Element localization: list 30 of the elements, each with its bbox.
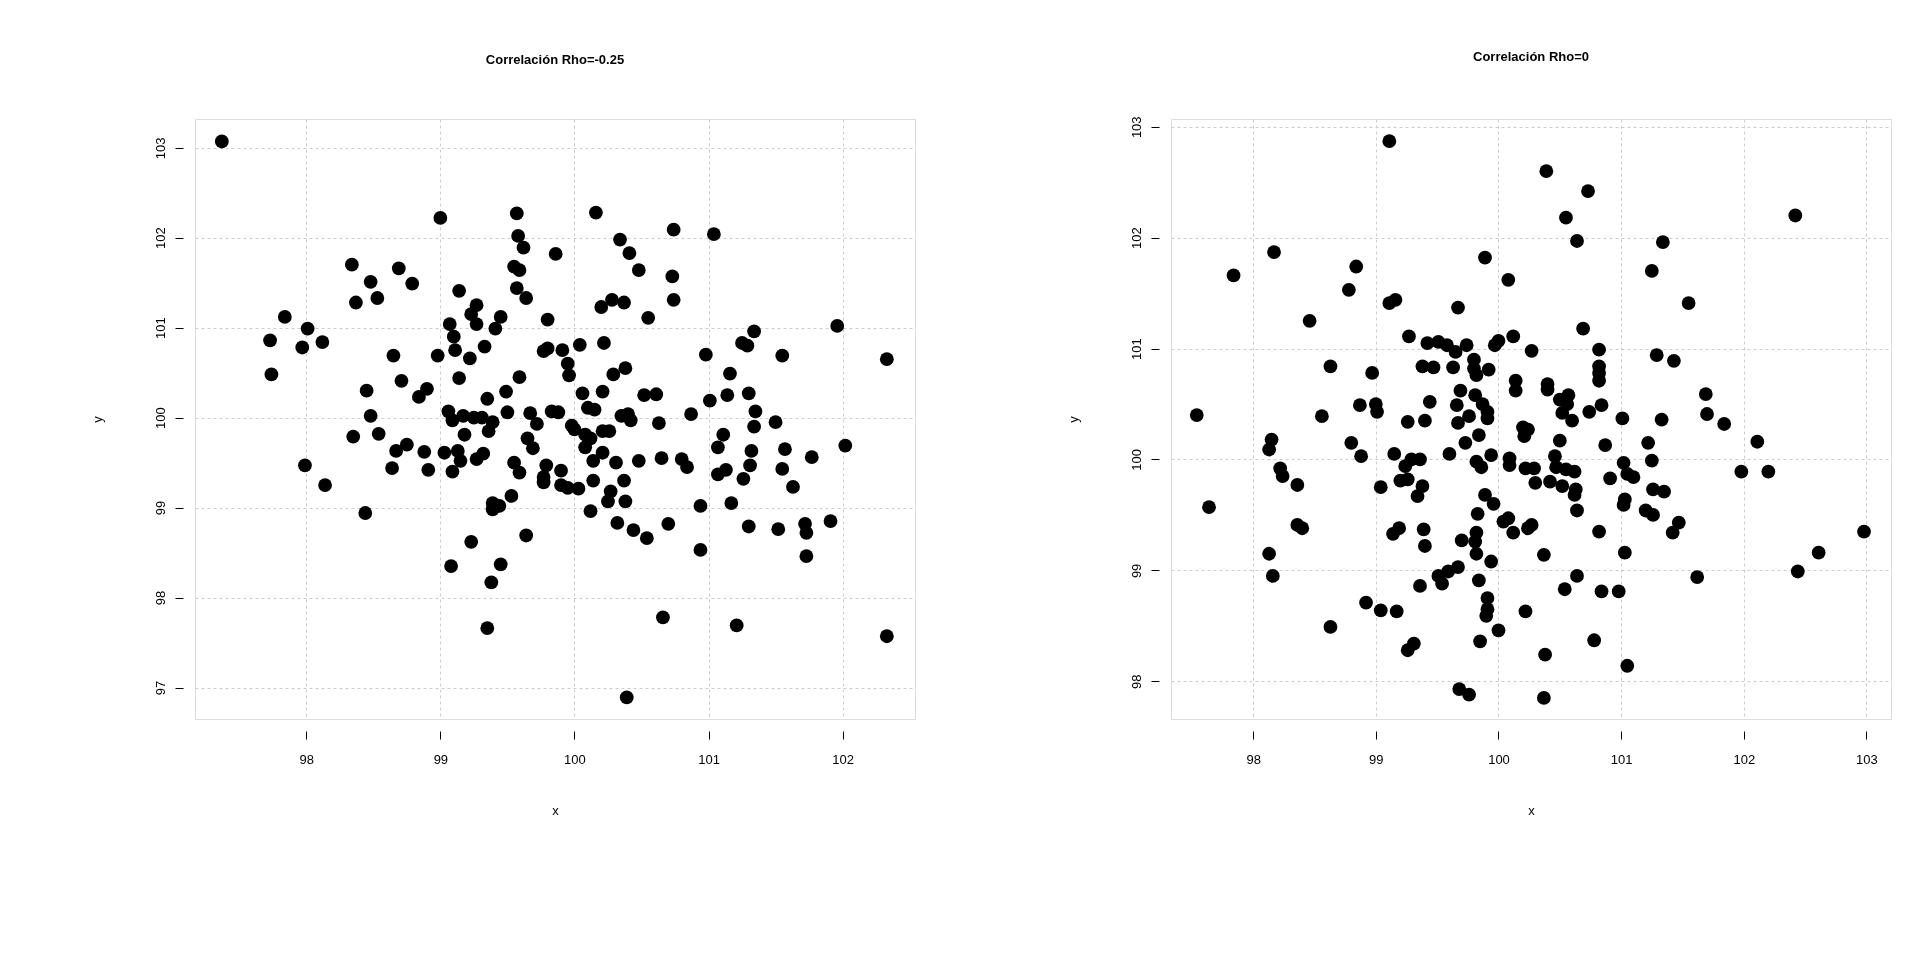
- x-axis-title: x: [552, 802, 560, 818]
- y-axis-title: y: [1065, 415, 1081, 423]
- y-tick-label: 100: [152, 407, 168, 429]
- y-axis-title: y: [89, 415, 105, 423]
- y-tick-label: 97: [152, 680, 168, 696]
- y-tick-label: 101: [152, 317, 168, 340]
- y-tick-label: 99: [1128, 563, 1144, 579]
- y-tick-label: 101: [1128, 338, 1144, 360]
- y-tick-label: 102: [152, 227, 168, 250]
- x-tick-label: 99: [433, 751, 449, 767]
- chart-title: Correlación Rho=0: [1473, 48, 1589, 64]
- y-tick-label: 100: [1128, 449, 1144, 471]
- x-tick-label: 100: [1488, 751, 1510, 767]
- y-tick-label: 98: [152, 590, 168, 606]
- x-tick-label: 98: [1246, 751, 1261, 767]
- y-tick-label: 98: [1128, 674, 1144, 690]
- chart-title: Correlación Rho=-0.25: [485, 52, 625, 67]
- x-axis-title: x: [1528, 802, 1536, 818]
- x-tick-label: 103: [1856, 751, 1878, 767]
- y-tick-label: 102: [1128, 227, 1144, 250]
- x-tick-label: 98: [299, 751, 315, 767]
- x-tick-label: 102: [832, 751, 854, 767]
- x-tick-label: 102: [1733, 751, 1756, 767]
- x-tick-label: 99: [1369, 751, 1384, 767]
- y-tick-label: 103: [1128, 116, 1144, 139]
- y-tick-label: 103: [152, 137, 168, 160]
- x-tick-label: 101: [698, 751, 720, 767]
- x-tick-label: 100: [564, 751, 586, 767]
- x-tick-label: 101: [1610, 751, 1633, 767]
- y-tick-label: 99: [152, 500, 168, 516]
